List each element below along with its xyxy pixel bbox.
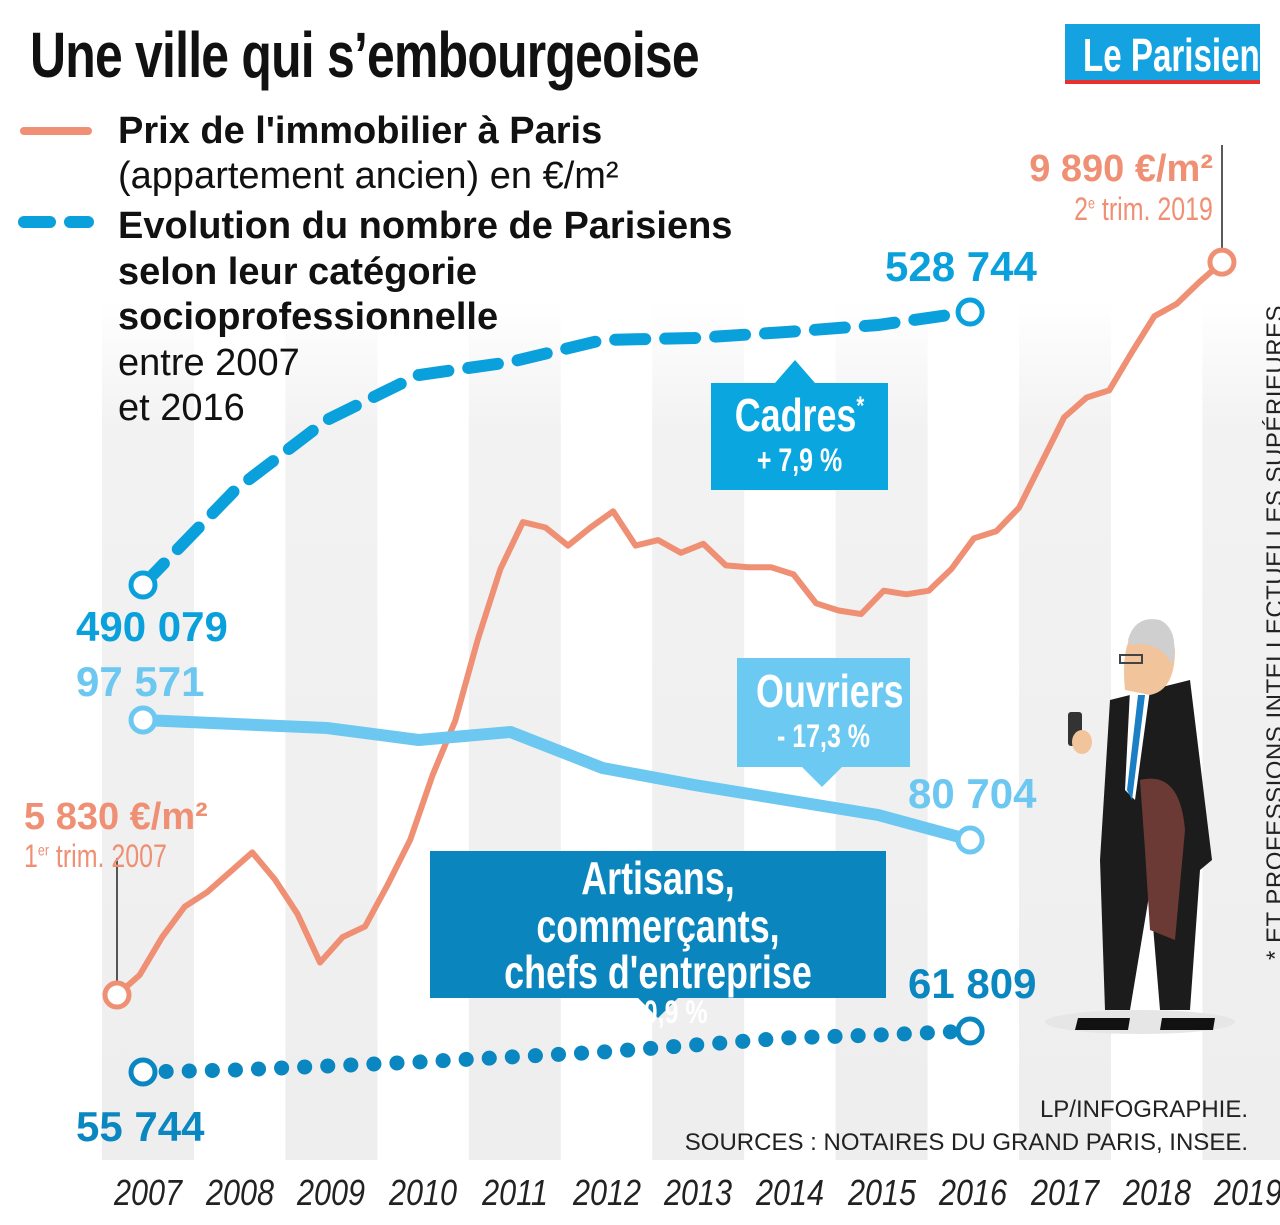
x-tick-label: 2013 [664, 1172, 733, 1213]
artisans-callout-bg [430, 851, 886, 1018]
x-tick-label: 2014 [755, 1172, 824, 1213]
credit: LP/INFOGRAPHIE. [1039, 1096, 1248, 1123]
x-tick-label: 2015 [847, 1172, 916, 1213]
logo-text: Le Parisien [1083, 29, 1260, 81]
artisans-label-1: Artisans, commerçants, [536, 852, 780, 952]
ouvriers-end-value: 80 704 [908, 770, 1037, 817]
ouvriers-start-marker [128, 705, 158, 735]
artisans-end-marker [955, 1016, 985, 1046]
cadres-callout-bg [711, 360, 888, 490]
cadres-change: + 7,9 % [756, 442, 843, 478]
price-line [115, 259, 1224, 998]
price-start-value: 5 830 €/m² [24, 796, 208, 838]
ouvriers-callout: Ouvriers - 17,3 % [737, 664, 910, 755]
sources: SOURCES : NOTAIRES DU GRAND PARIS, INSEE… [684, 1129, 1248, 1156]
artisans-end-value: 61 809 [908, 960, 1037, 1007]
legend-price-label-1: Prix de l'immobilier à Paris [118, 110, 603, 152]
x-tick-label: 2011 [481, 1172, 548, 1213]
artisans-callout: Artisans, commerçants, chefs d'entrepris… [430, 854, 886, 1031]
cadres-start-value: 490 079 [76, 603, 228, 650]
legend-population-label-5: et 2016 [118, 387, 245, 429]
artisans-change: + 10,9 % [608, 994, 708, 1030]
legend-population-label-2: selon leur catégorie [118, 251, 478, 293]
price-end-value: 9 890 €/m² [1029, 148, 1213, 190]
legend-price-label-2: (appartement ancien) en €/m² [118, 155, 619, 197]
artisans-line [135, 1023, 978, 1080]
footnote: * ET PROFESSIONS INTELLECTUELLES SUPÉRIE… [1262, 297, 1280, 960]
artisans-start-value: 55 744 [76, 1103, 205, 1150]
x-tick-label: 2010 [389, 1172, 458, 1213]
x-tick-label: 2012 [572, 1172, 641, 1213]
cadres-callout: Cadres* + 7,9 % [711, 388, 888, 479]
price-start-marker [102, 980, 132, 1010]
businessman-illustration [1045, 619, 1235, 1034]
ouvriers-callout-bg [737, 658, 910, 787]
legend-population-label-1: Evolution du nombre de Parisiens [118, 205, 733, 247]
ouvriers-end-marker [955, 825, 985, 855]
artisans-label-2: chefs d'entreprise [504, 946, 812, 998]
x-tick-label: 2008 [205, 1172, 274, 1213]
x-tick-label: 2016 [939, 1172, 1008, 1213]
le-parisien-logo: Le Parisien [1065, 24, 1260, 84]
x-tick-label: 2019 [1214, 1172, 1280, 1213]
x-tick-label: 2017 [1030, 1172, 1100, 1213]
ouvriers-line [142, 714, 972, 846]
price-end-period: 2e trim. 2019 [1074, 191, 1213, 227]
legend-population-label-3: socioprofessionnelle [118, 296, 499, 338]
cadres-line [137, 306, 977, 591]
cadres-label: Cadres [734, 389, 857, 441]
ouvriers-change: - 17,3 % [777, 718, 870, 754]
cadres-end-value: 528 744 [885, 243, 1037, 290]
cadres-start-marker [128, 570, 158, 600]
x-tick-label: 2018 [1122, 1172, 1191, 1213]
x-tick-label: 2007 [113, 1172, 183, 1213]
price-end-marker [1207, 247, 1237, 277]
page-title: Une ville qui s’embourgeoise [30, 19, 700, 91]
cadres-end-marker [955, 297, 985, 327]
price-start-period: 1er trim. 2007 [24, 838, 167, 874]
artisans-start-marker [128, 1057, 158, 1087]
ouvriers-start-value: 97 571 [76, 658, 205, 705]
x-tick-label: 2009 [297, 1172, 366, 1213]
legend-population-label-4: entre 2007 [118, 342, 300, 384]
ouvriers-label: Ouvriers [756, 665, 904, 717]
